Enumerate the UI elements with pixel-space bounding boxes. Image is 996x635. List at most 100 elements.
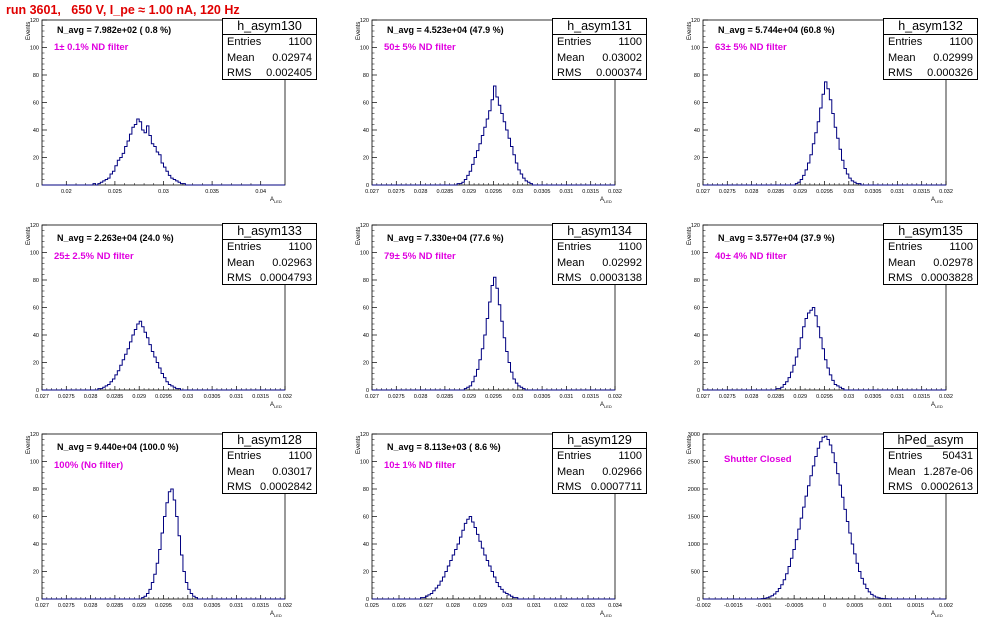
x-tick-label: 0.027 [696,394,710,400]
x-tick-label: 0.028 [745,394,759,400]
stat-row-entries: Entries 1100 [553,240,646,256]
x-tick-label: 0.03 [502,603,513,609]
stat-value: 0.0003828 [921,272,973,284]
y-axis-label: Events [687,21,693,40]
stat-value: 0.02999 [933,51,973,64]
stat-box: h_asym132 Entries 1100 Mean 0.02999 RMS 0.0003… [883,18,978,80]
stat-box-title: h_asym131 [553,19,646,35]
x-tick-label: 0.002 [939,603,953,609]
y-tick-label: 40 [33,128,39,134]
stat-row-entries: Entries 1100 [884,240,977,256]
y-tick-label: 80 [694,278,700,284]
x-tick-label: 0.031 [527,603,541,609]
x-tick-label: 0.0275 [58,394,75,400]
stat-row-rms: RMS 0.0007711 [553,480,646,496]
stat-value: 0.03017 [272,465,312,478]
stat-row-mean: Mean 0.02978 [884,256,977,272]
x-tick-label: 0.0285 [767,394,784,400]
y-tick-label: 20 [33,156,39,162]
x-tick-label: 0.028 [84,394,98,400]
histogram-pad-hPed_asym: -0.002 -0.0015 -0.001 -0.0005 0 0.0005 0.001 0.… [661,432,979,635]
y-tick-label: 0 [36,183,39,189]
x-tick-label: 0.0295 [155,394,172,400]
x-tick-label: -0.0015 [724,603,743,609]
y-tick-label: 80 [694,73,700,79]
stat-box: h_asym130 Entries 1100 Mean 0.02974 RMS 0.0024… [222,18,317,80]
stat-key: Mean [888,256,916,269]
x-axis-label: ALED [270,402,282,410]
x-tick-label: 0.029 [793,394,807,400]
histogram-line [372,276,615,391]
stat-key: Mean [227,465,255,478]
stat-value: 1100 [618,450,642,462]
histogram-pad-h_asym132: 0.027 0.0275 0.028 0.0285 0.029 0.0295 0.03 0.0… [661,18,979,221]
y-tick-label: 40 [363,333,369,339]
x-tick-label: 0.0005 [846,603,863,609]
y-tick-label: 100 [691,46,700,52]
histogram-plot-h_asym131: 0.027 0.0275 0.028 0.0285 0.029 0.0295 0.03 0.0… [360,18,622,195]
y-tick-label: 60 [33,101,39,107]
y-tick-label: 40 [363,542,369,548]
x-tick-label: 0.0315 [252,394,269,400]
x-tick-label: 0.032 [554,603,568,609]
histogram-plot-h_asym132: 0.027 0.0275 0.028 0.0285 0.029 0.0295 0.03 0.0… [691,18,953,195]
stat-key: RMS [888,272,913,284]
stat-value: 50431 [942,450,973,462]
stat-value: 1100 [949,36,973,48]
x-tick-label: 0.0305 [204,603,221,609]
y-tick-label: 80 [33,487,39,493]
histogram-line [703,307,946,391]
y-tick-label: 60 [363,515,369,521]
histogram-plot-h_asym134: 0.027 0.0275 0.028 0.0285 0.029 0.0295 0.03 0.0… [360,223,622,400]
x-tick-label: 0.0305 [204,394,221,400]
histogram-pad-h_asym135: 0.027 0.0275 0.028 0.0285 0.029 0.0295 0.03 0.0… [661,223,979,426]
x-axis-label: ALED [600,197,612,205]
n-avg-label: N_avg = 8.113e+03 ( 8.6 %) [387,442,501,452]
x-tick-label: 0 [823,603,826,609]
stat-key: Entries [227,450,262,462]
y-tick-label: 20 [33,361,39,367]
histogram-plot-hPed_asym: -0.002 -0.0015 -0.001 -0.0005 0 0.0005 0.001 0.… [688,432,953,609]
histogram-plot-h_asym128: 0.027 0.0275 0.028 0.0285 0.029 0.0295 0.03 0.0… [30,432,292,609]
y-tick-label: 60 [694,306,700,312]
stat-key: Entries [888,241,923,253]
y-tick-label: 40 [694,333,700,339]
y-tick-label: 80 [33,278,39,284]
stat-key: Entries [888,36,923,48]
stat-row-entries: Entries 1100 [884,35,977,51]
x-tick-label: 0.03 [512,189,523,195]
x-tick-label: 0.035 [205,189,219,195]
y-tick-label: 20 [694,361,700,367]
histogram-line [42,118,285,186]
stat-value: 0.000326 [927,67,973,79]
stat-row-mean: Mean 0.03017 [223,465,316,481]
x-tick-label: 0.001 [878,603,892,609]
x-tick-label: 0.031 [230,394,244,400]
stat-value: 0.002405 [266,67,312,79]
stat-row-entries: Entries 50431 [884,449,977,465]
x-axis-label: ALED [270,197,282,205]
x-tick-label: 0.031 [560,189,574,195]
x-tick-label: 0.0305 [865,394,882,400]
stat-box-title: h_asym133 [223,224,316,240]
x-tick-label: 0.0295 [485,189,502,195]
x-tick-label: 0.027 [365,394,379,400]
filter-label: 79± 5% ND filter [384,251,456,262]
stat-box: h_asym128 Entries 1100 Mean 0.03017 RMS 0.0002… [222,432,317,494]
n-avg-label: N_avg = 4.523e+04 (47.9 %) [387,25,504,35]
x-tick-label: 0.031 [891,394,905,400]
x-tick-label: 0.0275 [719,394,736,400]
stat-value: 1100 [618,36,642,48]
y-axis-label: Events [356,21,362,40]
x-axis-label: ALED [600,402,612,410]
histogram-pad-h_asym128: 0.027 0.0275 0.028 0.0285 0.029 0.0295 0.03 0.0… [0,432,318,635]
x-tick-label: 0.028 [446,603,460,609]
stat-box-title: h_asym132 [884,19,977,35]
stat-row-entries: Entries 1100 [223,449,316,465]
stat-row-mean: Mean 0.02974 [223,51,316,67]
x-tick-label: 0.0315 [913,394,930,400]
histogram-plot-h_asym129: 0.025 0.026 0.027 0.028 0.029 0.03 0.031 0.032 0… [360,432,622,609]
stat-value: 0.02978 [933,256,973,269]
stat-value: 1100 [288,241,312,253]
x-tick-label: 0.0275 [719,189,736,195]
